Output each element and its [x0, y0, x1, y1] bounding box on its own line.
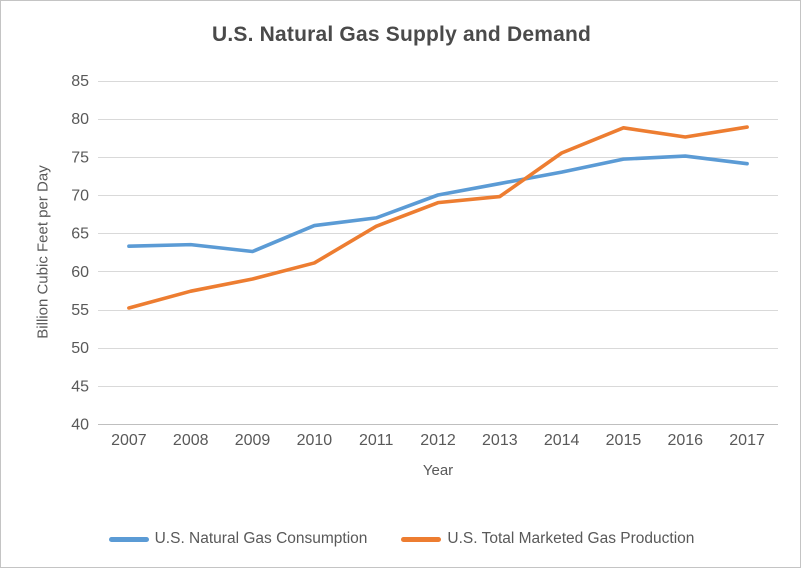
x-tick-label: 2014	[544, 432, 580, 449]
legend-swatch-production	[401, 536, 442, 542]
y-tick-label: 55	[71, 302, 89, 319]
x-tick-label: 2008	[173, 432, 209, 449]
y-tick-label: 45	[71, 378, 89, 395]
x-tick-label: 2012	[420, 432, 456, 449]
legend: U.S. Natural Gas Consumption U.S. Total …	[1, 525, 800, 553]
chart-title: U.S. Natural Gas Supply and Demand	[211, 23, 592, 46]
x-tick-label: 2009	[235, 432, 271, 449]
x-tick-label: 2016	[667, 432, 703, 449]
y-axis-title-text: Billion Cubic Feet per Day	[34, 165, 52, 339]
legend-label-consumption: U.S. Natural Gas Consumption	[154, 530, 368, 547]
y-tick-label: 65	[71, 226, 89, 243]
x-tick-label: 2015	[606, 432, 642, 449]
x-tick-label: 2017	[729, 432, 765, 449]
x-tick-label: 2007	[111, 432, 147, 449]
y-tick-label: 80	[71, 111, 89, 128]
legend-item-consumption: U.S. Natural Gas Consumption	[108, 530, 368, 548]
x-tick-label: 2011	[359, 432, 394, 449]
y-tick-label: 60	[71, 264, 89, 281]
legend-item-production: U.S. Total Marketed Gas Production	[401, 530, 694, 548]
series-line-production	[127, 125, 749, 310]
y-tick-label: 75	[71, 149, 89, 166]
legend-label-production: U.S. Total Marketed Gas Production	[447, 530, 695, 547]
series-line-consumption	[127, 154, 749, 254]
x-axis-title: Year	[422, 462, 454, 479]
x-tick-label: 2010	[297, 432, 333, 449]
y-tick-label: 70	[71, 188, 89, 205]
x-tick-label: 2013	[482, 432, 518, 449]
y-tick-label: 85	[71, 73, 89, 90]
y-tick-label: 40	[71, 417, 89, 434]
legend-swatch-consumption	[108, 536, 149, 542]
y-tick-label: 50	[71, 340, 89, 357]
